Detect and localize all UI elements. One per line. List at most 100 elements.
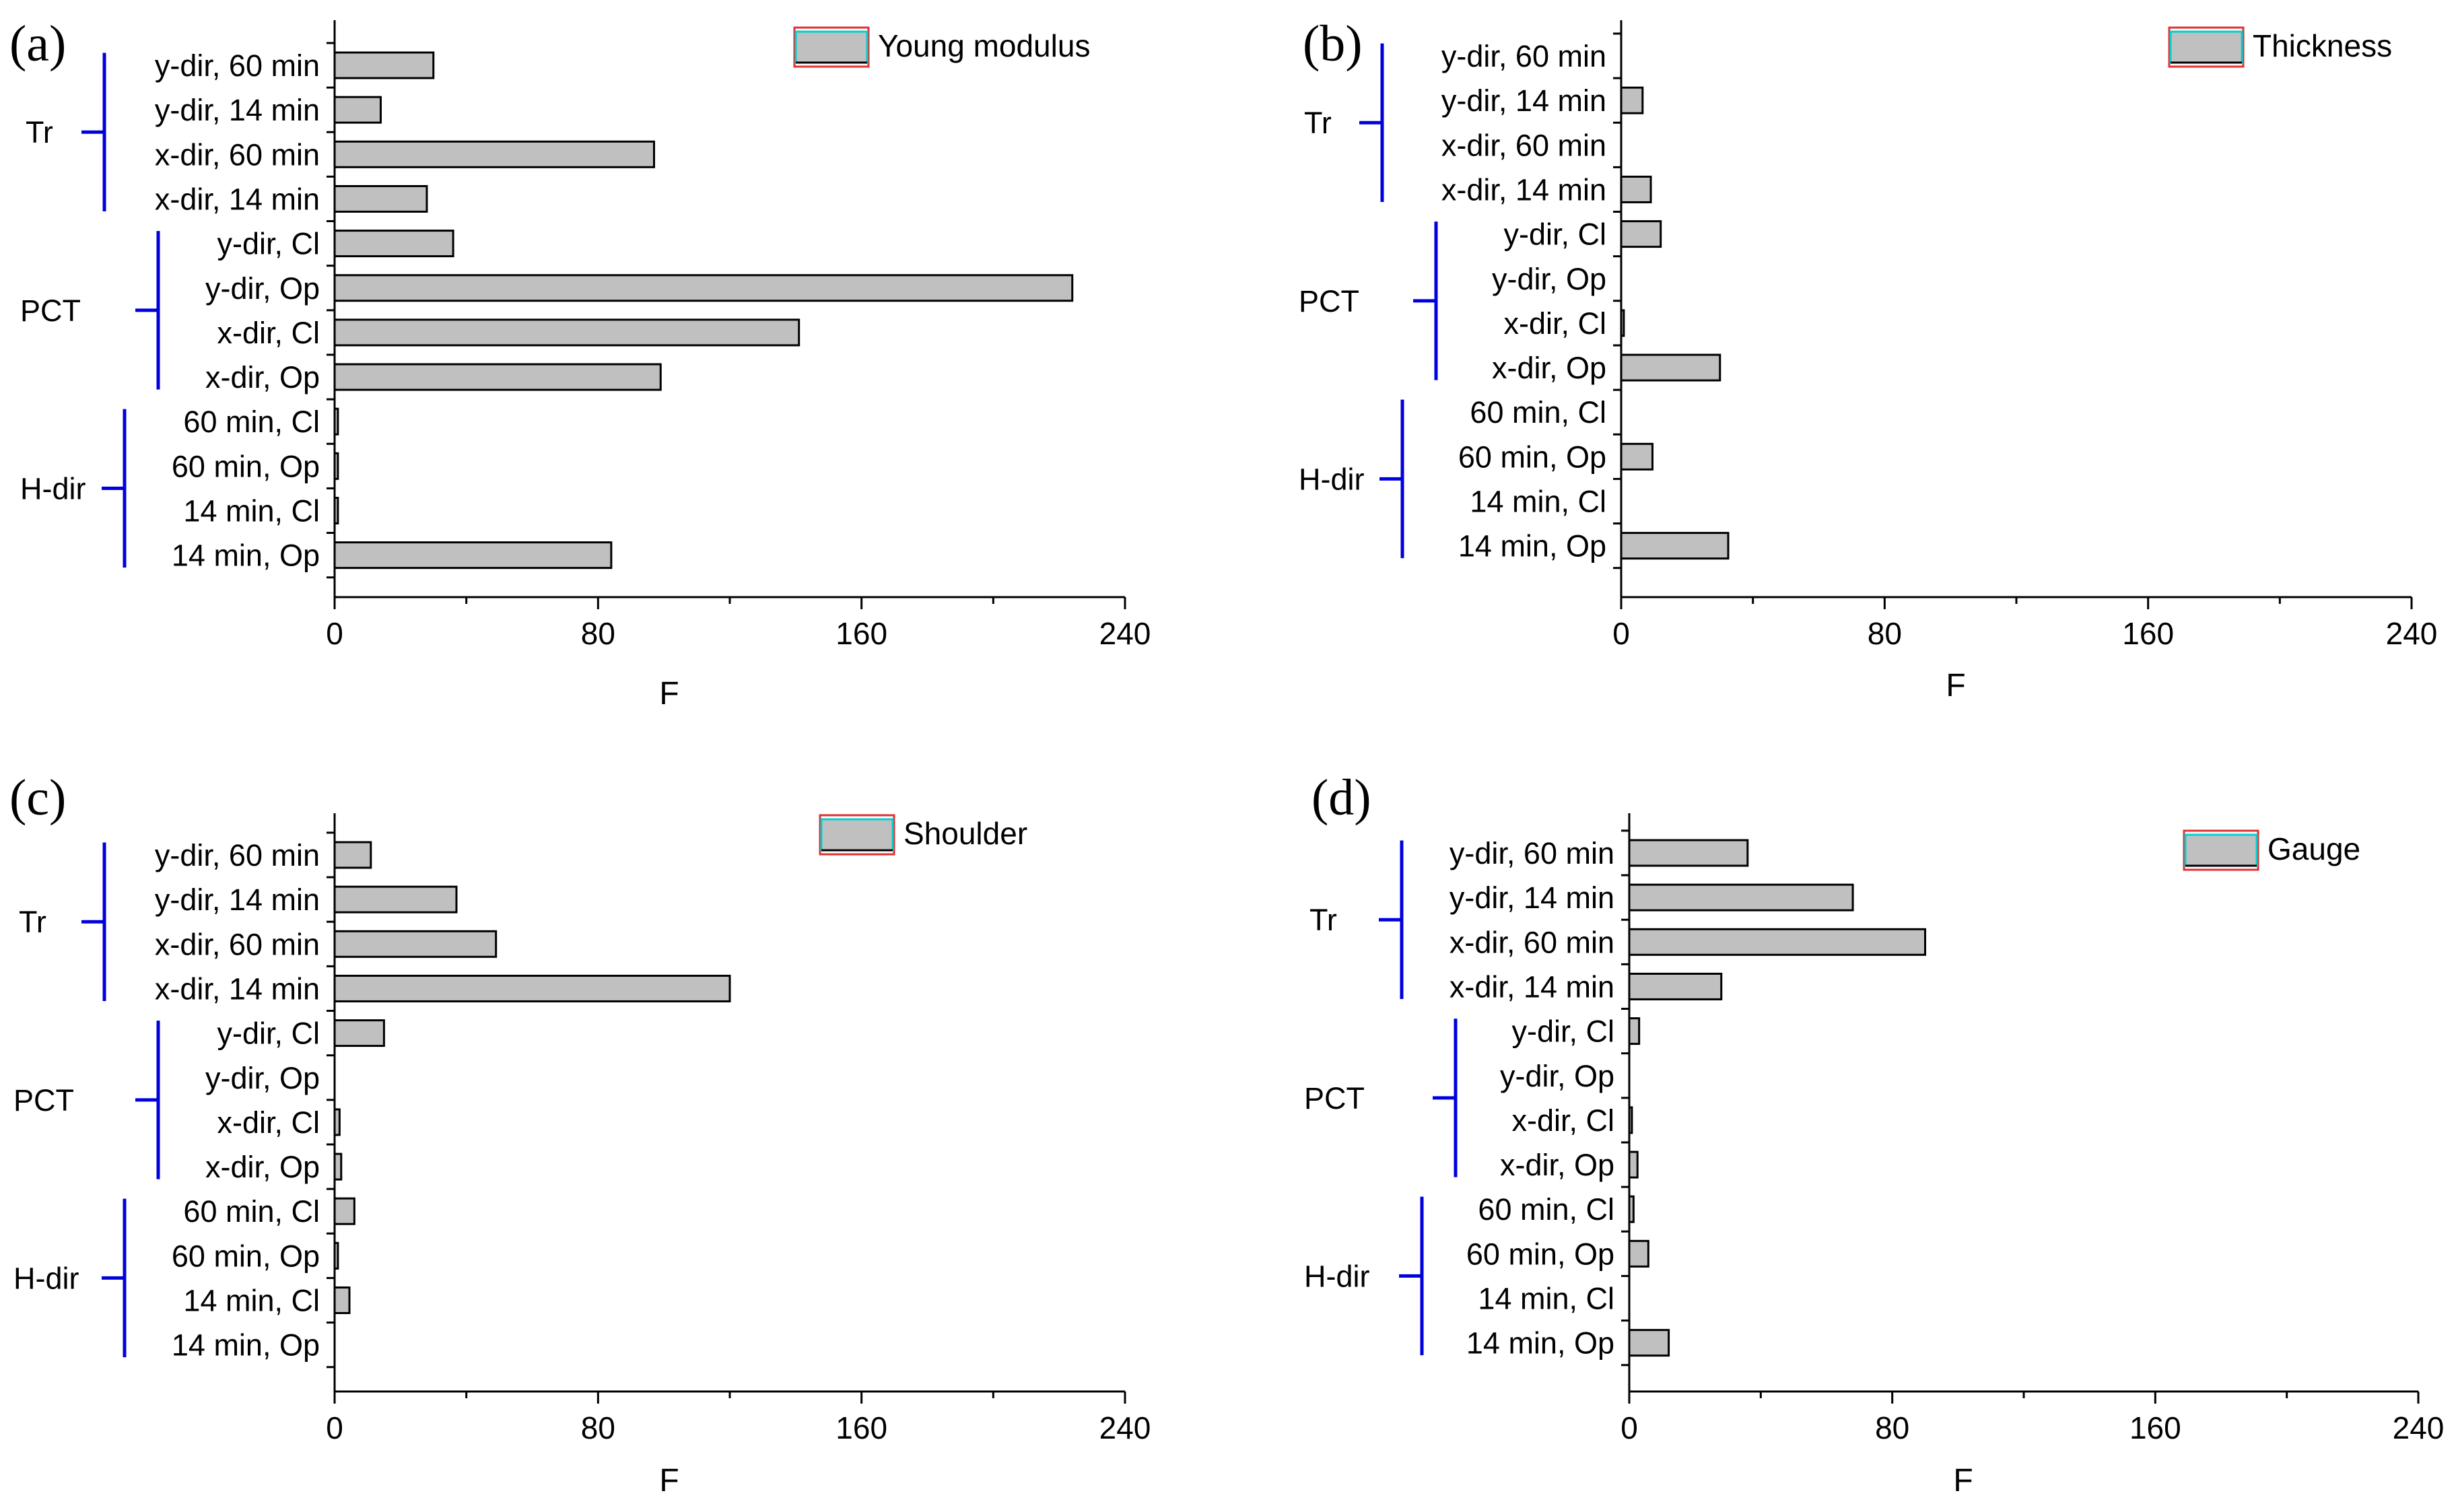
- bar: [333, 497, 339, 524]
- group-label: Tr: [1304, 106, 1332, 140]
- bar: [1620, 309, 1625, 337]
- bar: [1628, 883, 1854, 912]
- category-label: 60 min, Cl: [183, 1194, 320, 1229]
- bar: [1628, 972, 1723, 1000]
- category-label: 14 min, Cl: [1478, 1282, 1614, 1316]
- legend-swatch: [2184, 833, 2258, 867]
- category-label: y-dir, 14 min: [155, 883, 320, 917]
- legend-swatch: [820, 818, 894, 852]
- bar: [1628, 1106, 1633, 1134]
- category-label: y-dir, Op: [1492, 262, 1606, 296]
- group-label: Tr: [1309, 903, 1337, 937]
- bar: [1620, 532, 1730, 560]
- group-label: PCT: [13, 1083, 74, 1118]
- category-label: 60 min, Cl: [1478, 1192, 1614, 1227]
- bar: [333, 1108, 341, 1136]
- category-label: x-dir, Cl: [217, 316, 320, 350]
- group-label: H-dir: [1304, 1259, 1370, 1293]
- legend-label: Young modulus: [878, 28, 1090, 63]
- legend-outline: [2183, 829, 2259, 871]
- group-label: PCT: [20, 294, 81, 328]
- bar: [1628, 1195, 1635, 1223]
- bar: [333, 96, 382, 124]
- legend-label: Gauge: [2267, 831, 2360, 866]
- bar: [1628, 1150, 1639, 1179]
- category-label: 60 min, Cl: [1470, 395, 1606, 429]
- group-label: Tr: [19, 905, 46, 939]
- category-label: y-dir, 60 min: [1449, 836, 1614, 870]
- x-tick-label: 160: [835, 1410, 887, 1445]
- legend: Thickness: [2168, 26, 2392, 68]
- category-label: x-dir, Cl: [1503, 306, 1606, 341]
- category-label: x-dir, 14 min: [155, 182, 320, 216]
- category-label: x-dir, 60 min: [1449, 925, 1614, 959]
- x-tick-label: 80: [1875, 1410, 1909, 1445]
- x-tick-label: 80: [581, 1410, 615, 1445]
- panel-letter: (c): [9, 769, 66, 826]
- category-label: y-dir, 14 min: [155, 93, 320, 127]
- panel-letter: (d): [1311, 769, 1371, 826]
- category-label: y-dir, Cl: [217, 1017, 320, 1051]
- bar: [333, 1241, 339, 1270]
- x-axis-title: F: [659, 1463, 679, 1499]
- panel-0: (a) 0 80 160 240 Fy-dir, 60 min y-dir, 14 min x…: [9, 15, 1151, 712]
- legend-swatch: [794, 30, 868, 64]
- category-label: 60 min, Op: [172, 449, 320, 483]
- category-label: y-dir, 14 min: [1441, 83, 1606, 118]
- legend-outline: [2168, 26, 2245, 68]
- bar: [333, 841, 372, 869]
- category-label: 60 min, Op: [1458, 440, 1606, 474]
- bar: [1620, 442, 1653, 471]
- category-label: y-dir, Cl: [217, 227, 320, 261]
- legend-label: Shoulder: [903, 816, 1027, 851]
- legend: Young modulus: [793, 26, 1090, 68]
- x-tick-label: 240: [1099, 1410, 1151, 1445]
- category-label: 14 min, Op: [172, 539, 320, 573]
- legend-outline: [793, 26, 870, 68]
- bar: [1628, 1239, 1649, 1268]
- category-label: y-dir, Op: [1500, 1059, 1614, 1093]
- bar: [333, 184, 428, 213]
- legend: Gauge: [2183, 829, 2360, 871]
- category-label: y-dir, Op: [205, 1061, 320, 1095]
- x-axis-title: F: [1946, 668, 1965, 703]
- bar: [333, 1019, 385, 1047]
- bar: [333, 230, 454, 258]
- bar: [333, 1286, 351, 1314]
- category-label: x-dir, Op: [205, 1150, 320, 1184]
- x-tick-label: 80: [1868, 616, 1902, 651]
- category-label: x-dir, Cl: [217, 1105, 320, 1140]
- category-label: y-dir, 60 min: [155, 838, 320, 872]
- category-label: x-dir, 14 min: [1441, 172, 1606, 207]
- bar: [333, 974, 731, 1002]
- bar: [1628, 1017, 1641, 1045]
- category-label: y-dir, 60 min: [155, 48, 320, 83]
- category-label: 14 min, Op: [1466, 1326, 1614, 1361]
- x-tick-label: 0: [1621, 1410, 1638, 1445]
- bar: [1628, 928, 1926, 956]
- panel-3: (d) 0 80 160 240 Fy-dir, 60 min y-dir, 14 min x…: [1304, 769, 2444, 1499]
- bar: [333, 407, 339, 436]
- bar: [333, 885, 458, 914]
- category-label: y-dir, Op: [205, 271, 320, 306]
- legend: Shoulder: [819, 814, 1027, 856]
- category-label: 14 min, Cl: [183, 1284, 320, 1318]
- category-label: x-dir, 14 min: [1449, 969, 1614, 1004]
- x-tick-label: 240: [2386, 616, 2438, 651]
- panel-2: (c) 0 80 160 240 Fy-dir, 60 min y-dir, 14 min x…: [9, 769, 1151, 1499]
- category-label: x-dir, 60 min: [155, 927, 320, 961]
- bar: [333, 51, 435, 79]
- x-tick-label: 240: [2393, 1410, 2445, 1445]
- x-axis-title: F: [1953, 1463, 1973, 1499]
- bar: [1620, 220, 1662, 248]
- category-label: y-dir, 60 min: [1441, 39, 1606, 73]
- category-label: 60 min, Op: [172, 1239, 320, 1273]
- panel-letter: (b): [1303, 15, 1363, 72]
- x-tick-label: 160: [835, 616, 887, 651]
- category-label: x-dir, Op: [1500, 1148, 1614, 1182]
- category-label: x-dir, 60 min: [155, 137, 320, 172]
- category-label: 60 min, Cl: [183, 405, 320, 439]
- category-label: 14 min, Cl: [1470, 485, 1606, 519]
- bar: [1628, 1329, 1670, 1357]
